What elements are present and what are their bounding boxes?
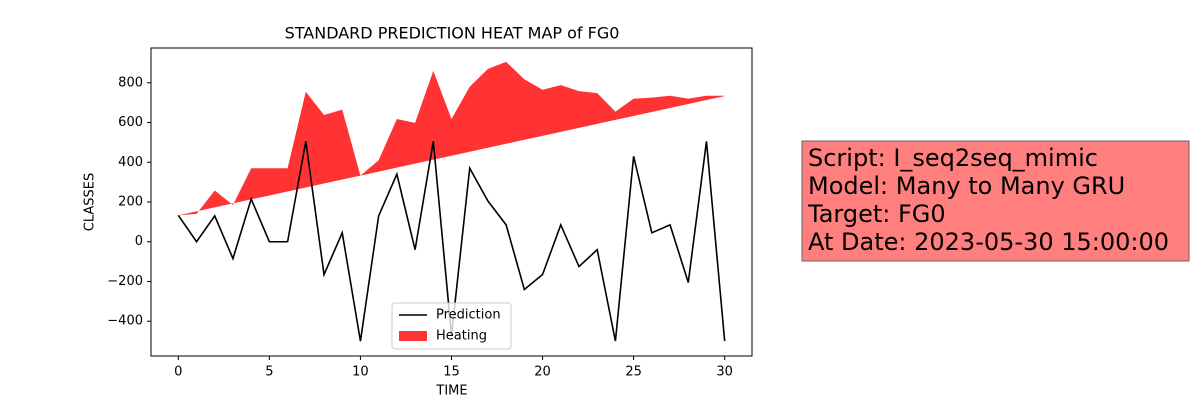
y-tick-label: −200 <box>107 274 143 289</box>
y-tick-label: 0 <box>135 234 143 249</box>
y-tick-label: 200 <box>118 195 143 210</box>
x-tick-label: 25 <box>625 365 642 380</box>
x-tick-label: 30 <box>716 365 733 380</box>
annotation-line: Target: FG0 <box>807 200 946 228</box>
y-tick-label: 800 <box>118 75 143 90</box>
legend-swatch <box>399 331 427 341</box>
y-axis-label: CLASSES <box>83 173 98 231</box>
annotation-line: Script: I_seq2seq_mimic <box>808 144 1098 172</box>
heating-area <box>178 61 725 216</box>
x-tick-label: 0 <box>174 365 182 380</box>
x-tick-label: 5 <box>265 365 273 380</box>
annotation-box <box>801 140 1190 262</box>
x-tick-label: 20 <box>534 365 551 380</box>
legend-label: Heating <box>436 329 487 344</box>
legend-label: Prediction <box>436 308 501 323</box>
chart-title: STANDARD PREDICTION HEAT MAP of FG0 <box>285 24 620 43</box>
annotation-line: At Date: 2023-05-30 15:00:00 <box>808 228 1169 256</box>
y-tick-label: 400 <box>118 155 143 170</box>
y-tick-label: 600 <box>118 115 143 130</box>
x-tick-label: 10 <box>352 365 369 380</box>
x-tick-label: 15 <box>443 365 460 380</box>
y-tick-label: −400 <box>107 314 143 329</box>
annotation-line: Model: Many to Many GRU <box>808 172 1125 200</box>
x-axis-label: TIME <box>435 384 467 399</box>
